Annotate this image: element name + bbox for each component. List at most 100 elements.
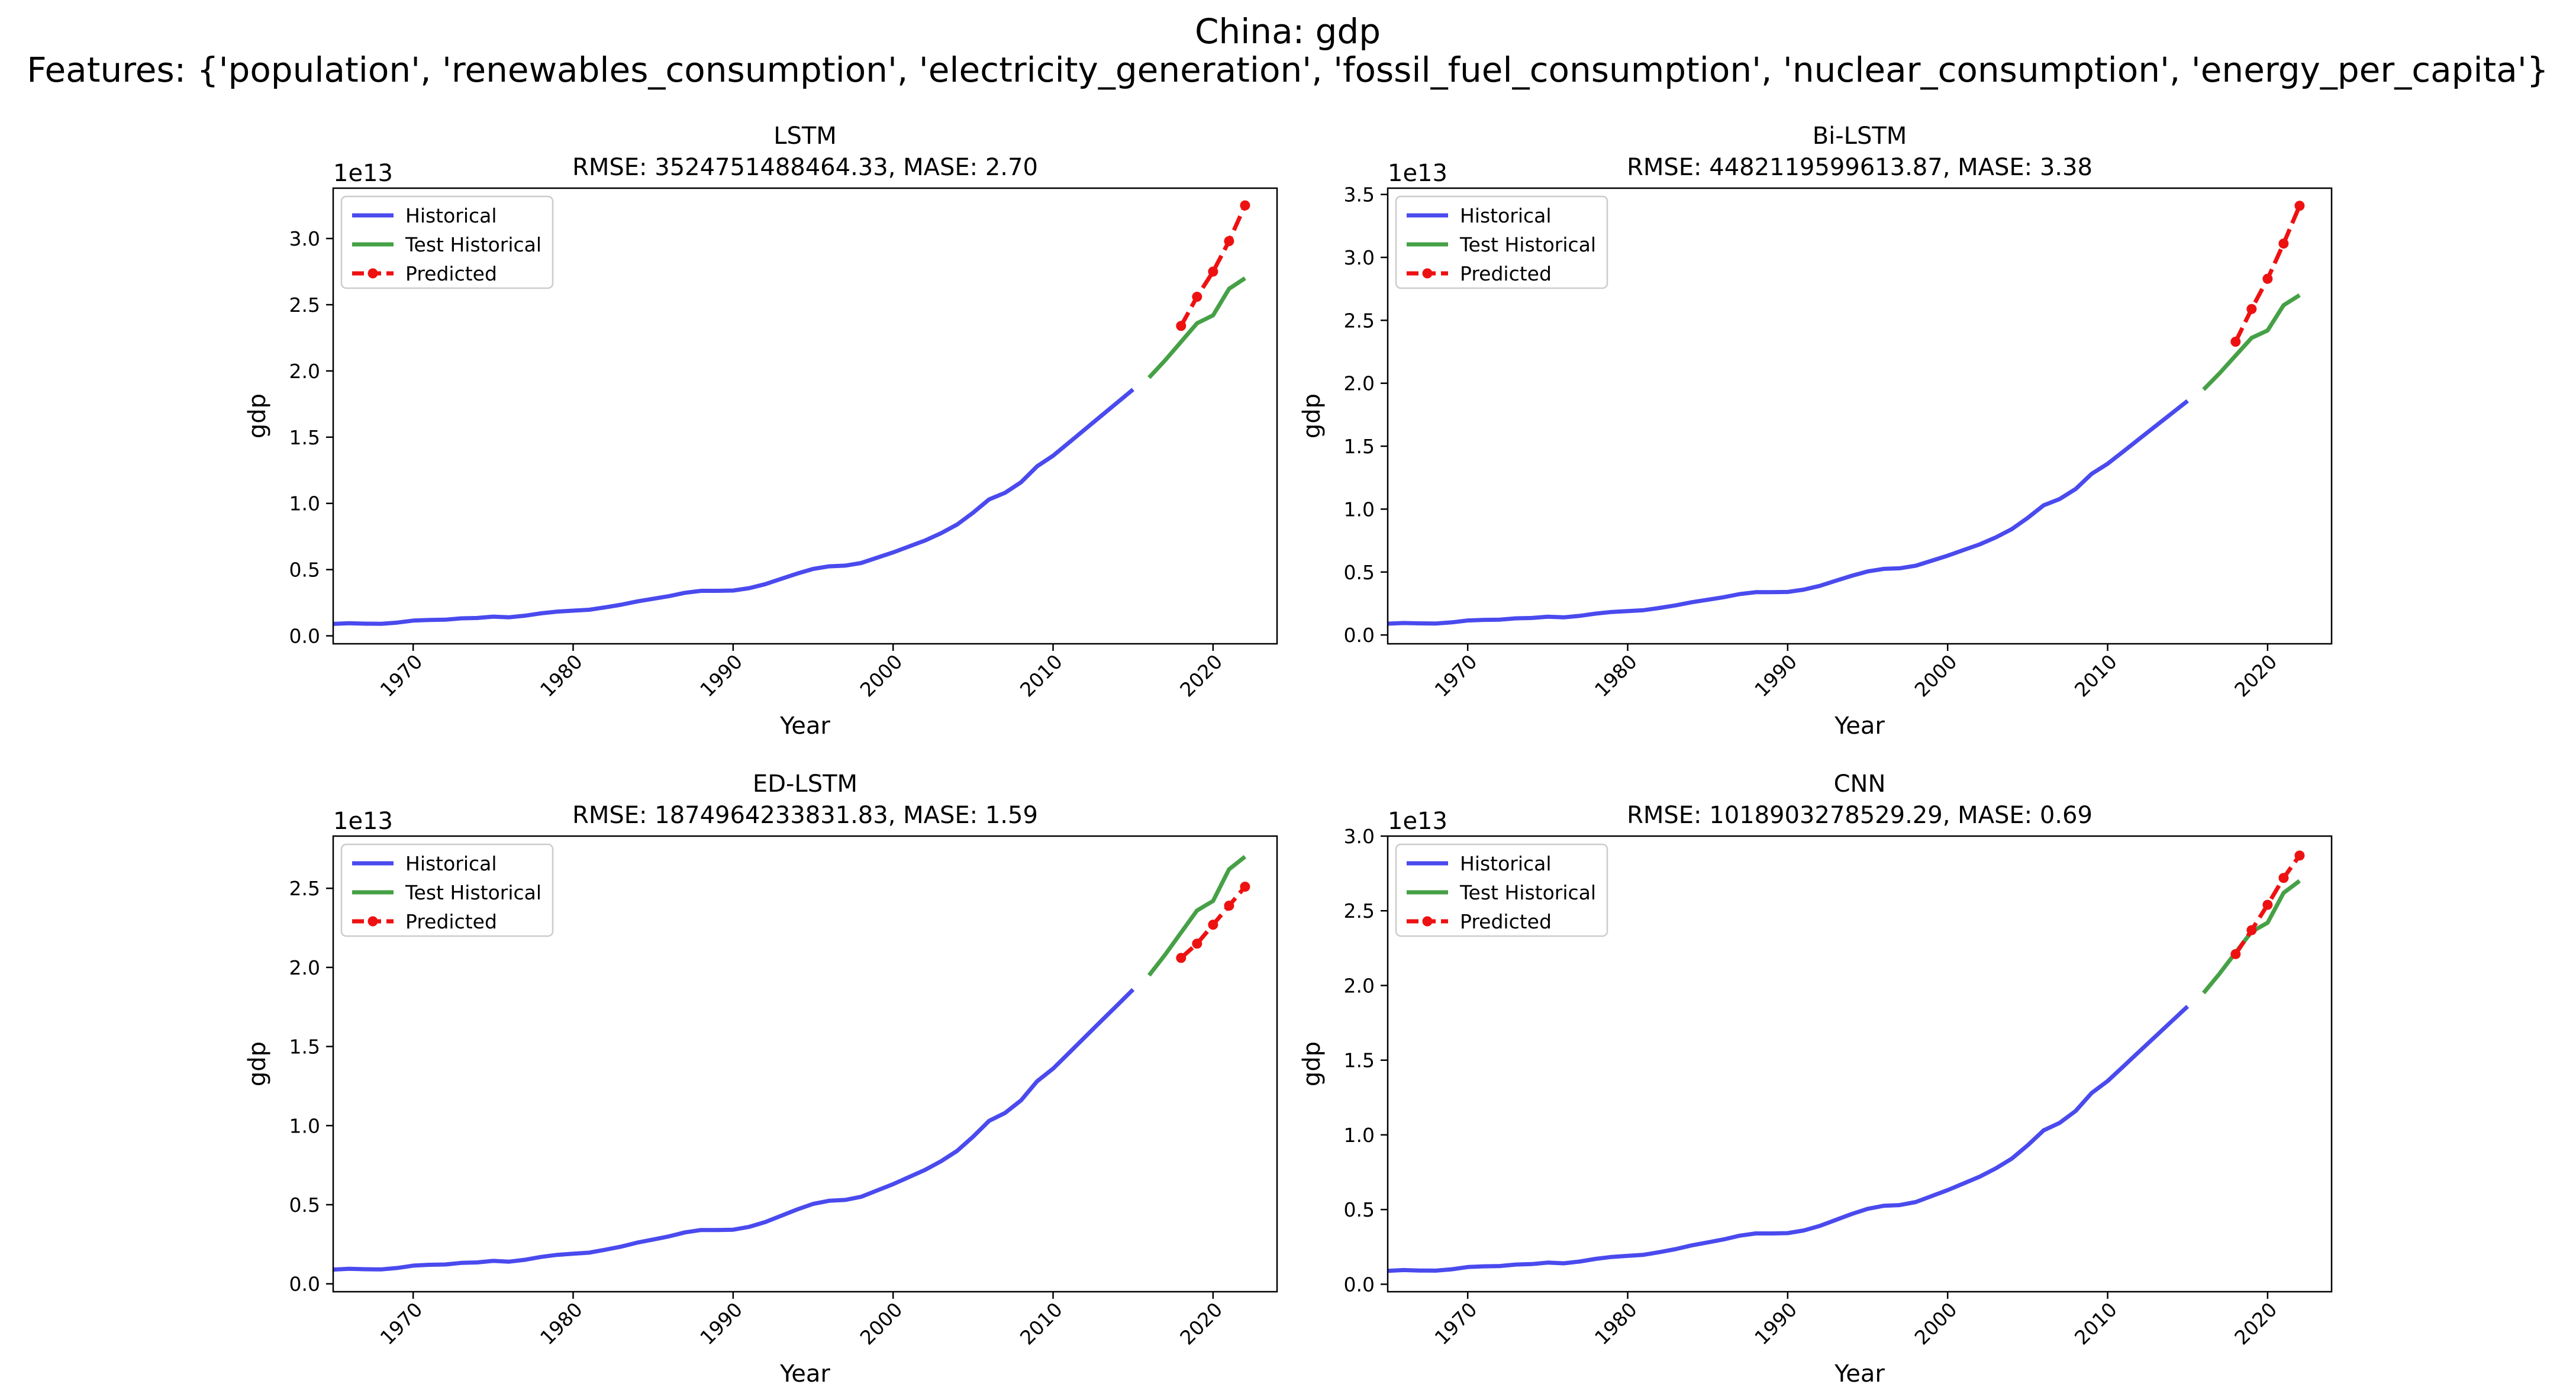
axes-frame: [332, 835, 1278, 1293]
y-tick-label: 3.5: [1344, 183, 1375, 207]
x-axis-label: Year: [1834, 1360, 1885, 1388]
y-axis-label: gdp: [244, 1041, 271, 1086]
legend-label: Predicted: [405, 910, 497, 933]
data-point-predicted: [1192, 292, 1202, 302]
series-line-historical: [1388, 399, 2189, 626]
x-axis-label: Year: [1834, 712, 1885, 740]
legend-label: Historical: [1460, 204, 1552, 227]
legend-marker-predicted: [1422, 916, 1433, 927]
y-tick-label: 2.5: [289, 877, 320, 900]
legend-box: [1395, 843, 1608, 937]
legend-label: Historical: [405, 204, 497, 227]
data-point-predicted: [1208, 266, 1218, 277]
data-point-predicted: [2230, 949, 2241, 959]
y-tick-label: 0.0: [1344, 1273, 1375, 1296]
legend-label: Test Historical: [405, 881, 541, 904]
y-tick-label: 2.5: [1344, 899, 1375, 922]
axes-frame: [1387, 835, 2333, 1293]
plot-area: [333, 855, 1250, 1272]
legend-label: Predicted: [1460, 910, 1552, 933]
legend: Historical Test Historical Predicted: [340, 195, 554, 289]
y-tick-label: 1.5: [1344, 1049, 1375, 1072]
legend-marker-predicted: [367, 268, 378, 279]
y-tick-label: 1.0: [289, 1114, 320, 1137]
y-tick-label: 1.5: [1344, 435, 1375, 458]
legend-label: Test Historical: [405, 233, 541, 256]
legend-marker-predicted: [1422, 268, 1433, 279]
y-tick-label: 2.0: [289, 956, 320, 979]
data-point-predicted: [2294, 850, 2305, 861]
plot-area: [1388, 201, 2305, 626]
data-point-predicted: [2278, 873, 2289, 883]
data-point-predicted: [2230, 337, 2241, 347]
y-tick-label: 0.0: [1344, 624, 1375, 647]
data-point-predicted: [2262, 273, 2273, 284]
legend-label: Predicted: [405, 262, 497, 285]
y-offset-label: 1e13: [1388, 160, 1447, 187]
data-point-predicted: [1240, 200, 1250, 211]
y-tick-label: 0.5: [1344, 1198, 1375, 1221]
y-offset-label: 1e13: [333, 160, 393, 187]
legend: Historical Test Historical Predicted: [1395, 843, 1608, 937]
subplot-metrics: RMSE: 1874964233831.83, MASE: 1.59: [572, 802, 1038, 829]
data-point-predicted: [1240, 882, 1250, 892]
data-point-predicted: [1192, 938, 1202, 949]
data-point-predicted: [2294, 201, 2305, 211]
y-tick-label: 2.0: [1344, 974, 1375, 997]
legend: Historical Test Historical Predicted: [340, 843, 554, 937]
y-tick-label: 2.0: [289, 360, 320, 383]
legend-label: Historical: [1460, 852, 1552, 875]
y-axis-label: gdp: [1298, 393, 1326, 438]
series-line-historical: [1388, 1005, 2190, 1273]
subplot-title: LSTM: [773, 122, 837, 150]
y-tick-label: 1.5: [289, 426, 320, 449]
axes-frame: [332, 187, 1278, 645]
legend-label: Test Historical: [1459, 881, 1596, 904]
x-axis-label: Year: [779, 712, 830, 740]
y-tick-label: 2.5: [1344, 309, 1375, 332]
plot-area: [333, 200, 1250, 626]
subplot-metrics: RMSE: 3524751488464.33, MASE: 2.70: [572, 154, 1038, 181]
y-offset-label: 1e13: [1388, 808, 1447, 835]
subplot-title: ED-LSTM: [753, 770, 857, 798]
data-point-predicted: [1224, 901, 1234, 911]
y-tick-label: 2.0: [1344, 372, 1375, 395]
figure-title-line2: Features: {'population', 'renewables_con…: [27, 50, 2548, 90]
legend-label: Historical: [405, 852, 497, 875]
data-point-predicted: [2246, 304, 2257, 314]
series-line-test-historical: [1147, 276, 1246, 379]
x-axis-label: Year: [779, 1360, 830, 1388]
y-tick-label: 1.0: [1344, 498, 1375, 521]
y-tick-label: 1.0: [1344, 1124, 1375, 1147]
y-tick-label: 1.0: [289, 492, 320, 515]
data-point-predicted: [1224, 236, 1234, 247]
series-line-historical: [333, 988, 1135, 1272]
data-point-predicted: [2278, 238, 2289, 249]
legend-label: Test Historical: [1459, 233, 1596, 256]
series-line-test-historical: [2202, 293, 2301, 391]
series-line-predicted: [1179, 204, 1247, 327]
y-tick-label: 0.5: [1344, 561, 1375, 584]
y-tick-label: 0.5: [289, 559, 320, 582]
subplot-title: CNN: [1834, 770, 1886, 798]
legend-box: [340, 843, 554, 937]
legend-label: Predicted: [1460, 262, 1552, 285]
data-point-predicted: [1176, 953, 1187, 963]
legend-marker-predicted: [367, 916, 378, 927]
series-line-test-historical: [1147, 855, 1247, 977]
y-axis-label: gdp: [1298, 1041, 1326, 1086]
figure-title-line1: China: gdp: [1195, 11, 1381, 51]
series-line-historical: [333, 388, 1134, 626]
subplot-metrics: RMSE: 4482119599613.87, MASE: 3.38: [1627, 154, 2093, 181]
data-point-predicted: [2262, 899, 2273, 910]
legend-box: [1395, 195, 1608, 289]
y-tick-label: 1.5: [289, 1036, 320, 1059]
subplot-title: Bi-LSTM: [1813, 122, 1907, 150]
y-tick-label: 0.5: [289, 1193, 320, 1217]
data-point-predicted: [1208, 920, 1218, 930]
legend: Historical Test Historical Predicted: [1395, 195, 1608, 289]
y-tick-label: 0.0: [289, 625, 320, 648]
y-tick-label: 0.0: [289, 1273, 320, 1296]
y-offset-label: 1e13: [333, 808, 393, 835]
